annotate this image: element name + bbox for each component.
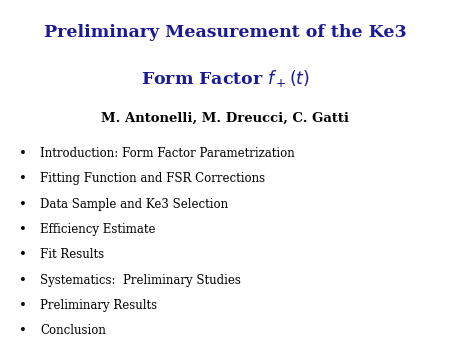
Text: •: •	[18, 299, 27, 312]
Text: Fitting Function and FSR Corrections: Fitting Function and FSR Corrections	[40, 172, 266, 185]
Text: Preliminary Measurement of the Ke3: Preliminary Measurement of the Ke3	[44, 24, 406, 41]
Text: Preliminary Results: Preliminary Results	[40, 299, 158, 312]
Text: Efficiency Estimate: Efficiency Estimate	[40, 223, 156, 236]
Text: •: •	[18, 248, 27, 261]
Text: Form Factor $f_+(t)$: Form Factor $f_+(t)$	[140, 68, 310, 89]
Text: Introduction: Form Factor Parametrization: Introduction: Form Factor Parametrizatio…	[40, 147, 295, 160]
Text: Systematics:  Preliminary Studies: Systematics: Preliminary Studies	[40, 274, 241, 287]
Text: •: •	[18, 324, 27, 337]
Text: Fit Results: Fit Results	[40, 248, 104, 261]
Text: M. Antonelli, M. Dreucci, C. Gatti: M. Antonelli, M. Dreucci, C. Gatti	[101, 112, 349, 124]
Text: •: •	[18, 172, 27, 185]
Text: •: •	[18, 147, 27, 160]
Text: •: •	[18, 198, 27, 211]
Text: Data Sample and Ke3 Selection: Data Sample and Ke3 Selection	[40, 198, 229, 211]
Text: •: •	[18, 274, 27, 287]
Text: •: •	[18, 223, 27, 236]
Text: Conclusion: Conclusion	[40, 324, 106, 337]
